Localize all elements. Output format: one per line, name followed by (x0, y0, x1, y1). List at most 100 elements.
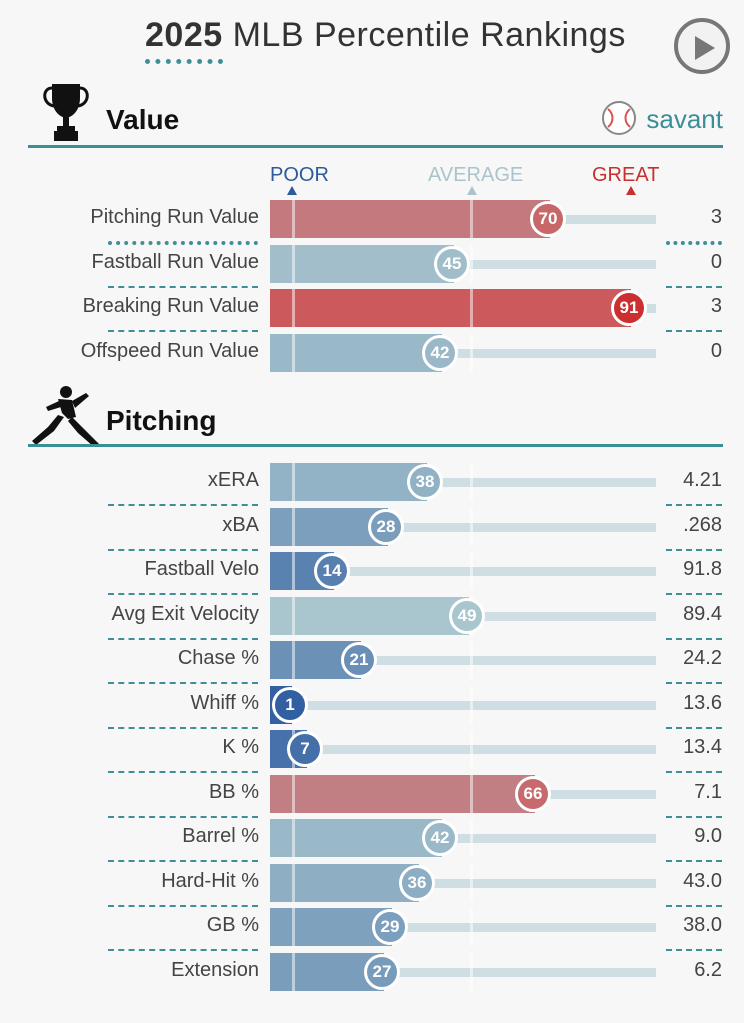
row-separator (108, 905, 258, 907)
row-separator (108, 860, 258, 862)
percentile-circle: 21 (341, 642, 377, 678)
metric-value: 89.4 (683, 603, 722, 625)
pitching-section-header: Pitching (28, 386, 723, 447)
row-separator (666, 504, 722, 506)
metric-label: Breaking Run Value (82, 295, 259, 317)
metric-value: 3 (710, 206, 722, 228)
metric-value: 3 (710, 295, 722, 317)
percentile-bar (270, 463, 473, 501)
metric-label: xBA (222, 514, 259, 536)
row-separator (666, 727, 722, 729)
row-separator (666, 949, 722, 951)
percentile-circle: 28 (368, 509, 404, 545)
percentile-track (357, 656, 656, 665)
metric-label: BB % (208, 781, 259, 803)
row-separator (108, 330, 258, 332)
percentile-track (423, 478, 656, 487)
pitching-section-rule (28, 444, 723, 447)
percentile-circle: 29 (372, 909, 408, 945)
percentile-circle: 36 (399, 865, 435, 901)
percentile-bar (270, 200, 550, 238)
metric-label: Whiff % (190, 692, 259, 714)
row-separator (666, 682, 722, 684)
metric-label: Extension (171, 959, 259, 981)
row-separator (108, 286, 258, 288)
percentile-circle: 1 (272, 687, 308, 723)
title-underline (145, 59, 223, 64)
percentile-bar (270, 908, 473, 946)
metric-label: xERA (207, 469, 259, 491)
percentile-circle: 27 (364, 954, 400, 990)
metric-label: Chase % (177, 647, 259, 669)
scale-average-arrow (467, 186, 477, 195)
percentile-circle: 42 (422, 335, 458, 371)
scale-great-label: GREAT (592, 164, 660, 186)
percentile-track (465, 612, 656, 621)
row-separator (666, 860, 722, 862)
percentile-bar (270, 245, 473, 283)
trophy-icon (43, 84, 89, 141)
metric-value: 6.2 (694, 959, 722, 981)
metric-value: 0 (710, 340, 722, 362)
metric-value: 91.8 (683, 558, 722, 580)
percentile-circle: 66 (515, 776, 551, 812)
percentile-track (546, 215, 656, 224)
percentile-track (450, 260, 656, 269)
percentile-track (438, 834, 656, 843)
metric-label: Pitching Run Value (90, 206, 259, 228)
row-separator (108, 682, 258, 684)
row-separator (666, 286, 722, 288)
percentile-circle: 14 (314, 553, 350, 589)
row-separator (108, 949, 258, 951)
percentile-bar (270, 864, 473, 902)
row-separator (108, 241, 258, 245)
row-separator (666, 816, 722, 818)
row-separator (108, 816, 258, 818)
percentile-track (531, 790, 656, 799)
scale-poor-label: POOR (270, 164, 329, 186)
scale-great-arrow (626, 186, 636, 195)
percentile-track (438, 349, 656, 358)
value-section-rule (28, 145, 723, 148)
baseball-icon (602, 101, 636, 135)
pitcher-icon (32, 386, 100, 447)
percentile-circle: 38 (407, 464, 443, 500)
percentile-track (415, 879, 656, 888)
percentile-bar (270, 334, 473, 372)
metric-label: Fastball Velo (144, 558, 259, 580)
value-section-header: Value savant (28, 84, 723, 148)
metric-label: Avg Exit Velocity (111, 603, 259, 625)
row-separator (108, 771, 258, 773)
percentile-bar (270, 819, 473, 857)
percentile-circle: 42 (422, 820, 458, 856)
play-icon (695, 36, 715, 60)
pitching-section-title: Pitching (106, 405, 217, 436)
percentile-track (388, 923, 656, 932)
metric-label: Offspeed Run Value (80, 340, 259, 362)
metric-value: 38.0 (683, 914, 722, 936)
percentile-circle: 45 (434, 246, 470, 282)
metric-label: Barrel % (182, 825, 259, 847)
percentile-track (380, 968, 656, 977)
page-title: 2025 MLB Percentile Rankings (145, 16, 626, 55)
row-separator (108, 727, 258, 729)
title-text: MLB Percentile Rankings (232, 16, 626, 54)
page-header: 2025 MLB Percentile Rankings (0, 10, 744, 74)
metric-value: 4.21 (683, 469, 722, 491)
metric-label: GB % (206, 914, 259, 936)
percentile-track (384, 523, 656, 532)
row-separator (666, 549, 722, 551)
metric-value: 13.6 (683, 692, 722, 714)
metric-value: 0 (710, 251, 722, 273)
metric-value: 9.0 (694, 825, 722, 847)
value-section-title: Value (106, 104, 180, 135)
title-year: 2025 (145, 16, 223, 54)
metric-value: 24.2 (683, 647, 722, 669)
play-button[interactable] (674, 18, 730, 74)
metric-value: 7.1 (694, 781, 722, 803)
savant-text: savant (646, 104, 723, 134)
metric-label: Fastball Run Value (91, 251, 260, 273)
percentile-track (330, 567, 656, 576)
row-separator (666, 241, 722, 245)
percentile-bar (270, 775, 535, 813)
